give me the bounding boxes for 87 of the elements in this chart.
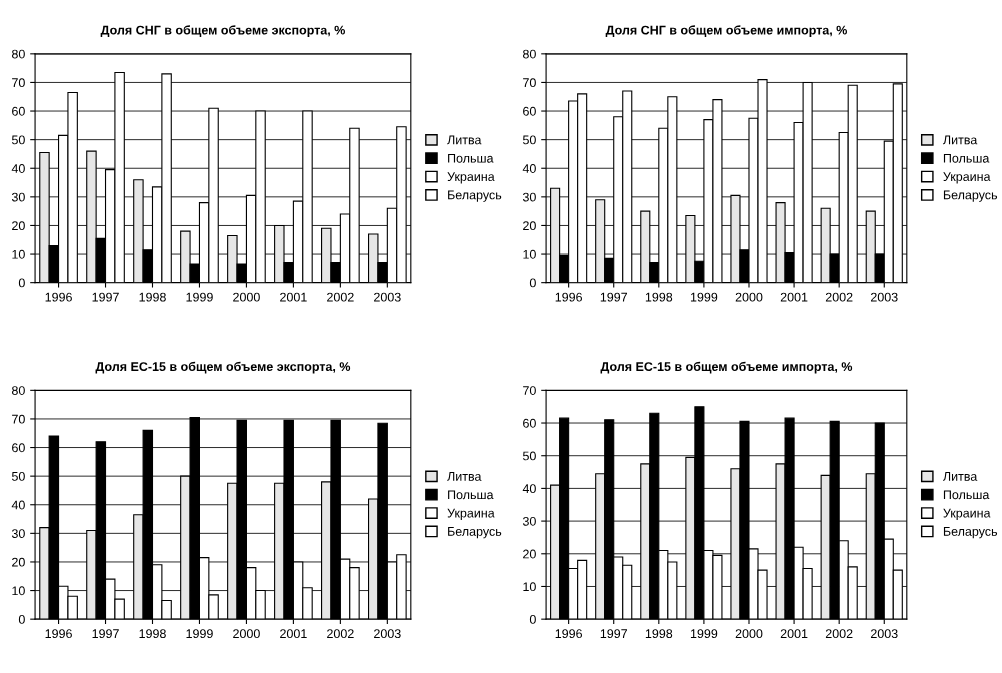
legend-label: Беларусь: [943, 190, 998, 202]
y-tick-label: 40: [11, 500, 25, 510]
x-tick-label: 1996: [45, 629, 72, 639]
y-tick-label: 0: [18, 278, 25, 288]
legend-label: Польша: [943, 490, 990, 500]
legend-label: Литва: [447, 472, 482, 481]
x-tick-label: 1998: [645, 629, 673, 639]
x-tick-label: 1997: [92, 629, 119, 639]
x-tick-label: 2002: [825, 292, 853, 302]
legend-label: Украина: [447, 508, 495, 520]
x-tick-label: 2003: [870, 292, 898, 302]
y-tick-label: 20: [12, 221, 25, 231]
x-tick-label: 1999: [186, 292, 213, 302]
y-tick-label: 20: [523, 549, 536, 559]
legend-label: Беларусь: [448, 190, 502, 202]
legend-label: Украина: [447, 172, 495, 184]
y-tick-label: 80: [11, 49, 25, 59]
x-tick-label: 1998: [139, 292, 166, 302]
y-tick-label: 10: [523, 249, 536, 259]
y-tick-label: 0: [529, 614, 536, 624]
y-tick-label: 50: [522, 135, 536, 145]
y-tick-label: 10: [12, 586, 25, 596]
chart-title: Доля СНГ в общем объеме импорта, %: [605, 25, 847, 37]
y-tick-label: 40: [522, 484, 536, 494]
x-tick-label: 1998: [645, 292, 673, 302]
y-tick-label: 40: [522, 164, 536, 173]
x-tick-label: 2003: [374, 292, 401, 302]
legend-label: Украина: [943, 172, 991, 184]
x-tick-label: 1996: [45, 292, 72, 302]
y-tick-label: 60: [12, 106, 25, 116]
x-tick-label: 2000: [735, 292, 763, 302]
x-tick-label: 2003: [374, 629, 401, 639]
y-tick-label: 60: [523, 106, 536, 116]
x-tick-label: 1996: [555, 292, 582, 302]
y-tick-label: 10: [523, 582, 536, 592]
y-tick-label: 30: [522, 516, 536, 526]
chart-title: Доля ЕС-15 в общем объеме экспорта, %: [95, 361, 351, 374]
legend-label: Литва: [447, 135, 482, 145]
legend-label: Польша: [943, 153, 990, 163]
y-tick-label: 50: [11, 135, 25, 145]
x-tick-label: 2000: [233, 292, 260, 302]
y-tick-label: 10: [12, 249, 25, 259]
y-tick-label: 20: [523, 221, 536, 231]
x-tick-label: 1999: [186, 629, 213, 639]
y-tick-label: 30: [11, 192, 25, 202]
y-tick-label: 0: [18, 614, 25, 624]
x-tick-label: 2002: [825, 629, 853, 639]
legend-label: Беларусь: [943, 527, 998, 539]
x-tick-label: 1997: [600, 629, 627, 639]
legend-label: Польша: [448, 153, 494, 163]
chart-title: Доля ЕС-15 в общем объеме импорта, %: [600, 361, 853, 374]
y-tick-label: 50: [11, 471, 25, 481]
y-tick-label: 60: [523, 418, 536, 428]
x-tick-label: 2001: [780, 629, 808, 639]
x-tick-label: 2002: [327, 629, 354, 639]
x-tick-label: 1999: [690, 292, 718, 302]
x-tick-label: 2003: [870, 629, 898, 639]
legend-label: Украина: [943, 508, 991, 520]
y-tick-label: 70: [12, 414, 25, 424]
y-tick-label: 30: [522, 192, 536, 202]
x-tick-label: 2000: [233, 629, 260, 639]
x-tick-label: 1997: [92, 292, 119, 302]
y-tick-label: 50: [522, 451, 536, 461]
y-tick-label: 40: [11, 164, 25, 173]
x-tick-label: 1999: [690, 629, 718, 639]
x-tick-label: 2001: [280, 292, 307, 302]
y-tick-label: 80: [11, 386, 25, 395]
legend-label: Польша: [448, 490, 494, 500]
x-tick-label: 2002: [327, 292, 354, 302]
x-tick-label: 2001: [280, 629, 307, 639]
y-tick-label: 30: [11, 529, 25, 538]
y-tick-label: 0: [529, 278, 536, 288]
y-tick-label: 70: [12, 78, 25, 88]
y-tick-label: 60: [12, 443, 25, 453]
y-tick-label: 80: [523, 49, 536, 59]
x-tick-label: 1996: [555, 629, 582, 639]
x-tick-label: 2000: [735, 629, 763, 639]
x-tick-label: 1998: [139, 629, 166, 639]
x-tick-label: 1997: [600, 292, 627, 302]
y-tick-label: 70: [523, 386, 536, 395]
y-tick-label: 70: [523, 78, 536, 88]
legend-label: Литва: [943, 135, 978, 145]
legend-label: Литва: [943, 472, 978, 481]
x-tick-label: 2001: [780, 292, 808, 302]
legend-label: Беларусь: [448, 527, 502, 539]
y-tick-label: 20: [12, 557, 25, 567]
chart-title: Доля СНГ в общем объеме экспорта, %: [100, 25, 345, 37]
